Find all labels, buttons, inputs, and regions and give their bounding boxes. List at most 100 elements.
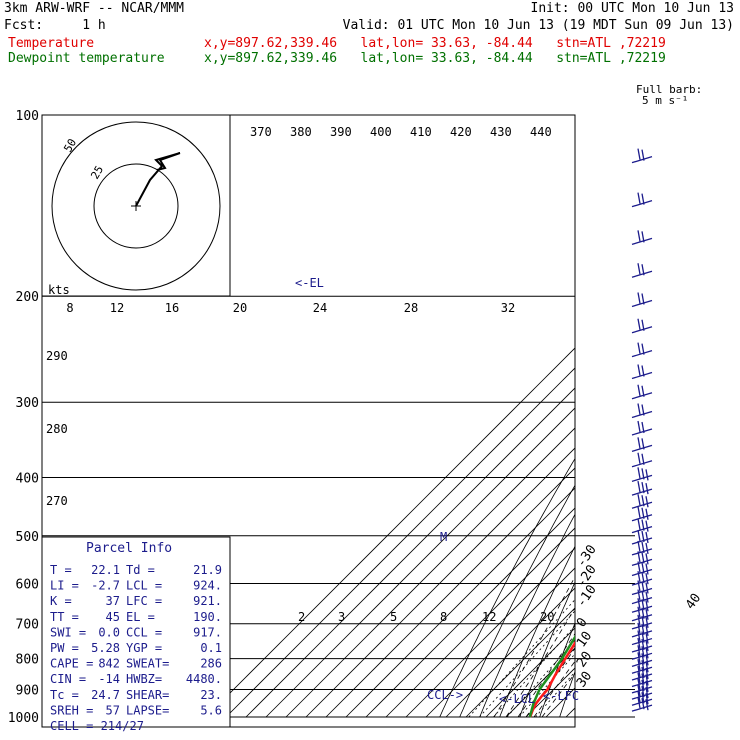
barb-flag [637,598,641,610]
hodograph-ring [51,121,221,291]
isotherm-label-right: 30 [574,669,595,690]
barb-flag [637,678,641,691]
barb-flag [637,529,641,542]
barb-shaft [631,371,653,380]
temperature-line [529,640,575,718]
barb-flag [641,666,645,679]
hodograph-units: kts [48,283,70,297]
barb-flag [641,293,645,305]
barb-flag [645,600,649,612]
barb-flag [637,506,641,518]
barb-shaft [631,474,653,482]
pressure-tick-label: 800 [16,653,39,668]
moist-adiabat [525,647,575,718]
wind-barbs: Full barb:5 m s⁻¹ [631,83,702,712]
mixing-ratio-label: 2 [298,610,305,624]
barb-flag [641,552,645,564]
isotherm-line [285,427,575,718]
barb-flag [641,590,645,602]
barb-shaft [631,428,653,436]
parcel-value: 190. [193,610,222,624]
wind-barb [631,437,653,452]
hodograph: 25 50 kts 8 12 16 20 24 28 32 [41,114,515,315]
barb-flag [641,482,645,494]
dry-adiabat [700,115,740,717]
barb-flag [641,193,645,205]
barb-shaft [631,460,653,468]
barb-flag [641,530,645,543]
parcel-title: Parcel Info [86,541,172,556]
barb-flag [641,638,645,651]
parcel-label: CIN = [50,672,86,686]
parcel-value: 4480. [186,672,222,686]
parcel-value: -14 [98,672,120,686]
barb-flag [637,263,641,275]
parcel-value: 924. [193,579,222,593]
barb-flag [637,672,641,684]
pressure-tick-label: 1000 [8,711,39,726]
parcel-value: 45 [106,610,120,624]
barb-flag [641,541,645,554]
parcel-value: 57 [106,703,120,717]
theta-label-top: 440 [530,125,552,139]
isotherm-line [265,407,575,718]
barb-flag [641,653,645,665]
parcel-value: 23. [200,688,222,702]
parcel-label: SHEAR= [126,688,169,702]
parcel-frame [41,536,231,728]
model-title: 3km ARW-WRF -- NCAR/MMM [4,1,185,16]
mixing-ratio-label: 3 [338,610,345,624]
barb-flag [641,507,645,519]
parcel-info-box: Parcel Info T = 22.1 Td = 21.9 LI = -2.7 LCL = 9… [41,536,231,733]
barb-flag [641,660,645,672]
barb-flag [637,571,641,583]
wind-barb [631,452,653,468]
barb-flag [637,614,641,627]
barb-flag [645,496,649,508]
parcel-value: 0.0 [98,625,120,639]
barb-flag [645,531,649,544]
dry-adiabat [519,581,575,718]
wind-barb [631,292,653,308]
parcel-label: YGP = [126,641,162,655]
isotherm-line [325,467,575,718]
parcel-label: TT = [50,610,79,624]
wind-barb [631,685,653,700]
hodograph-ring-label: 25 [88,164,106,182]
barb-flag [641,692,645,704]
barb-flag [637,622,641,634]
barb-flag [645,573,649,585]
barb-flag [641,581,645,593]
isotherm-line [205,347,575,718]
dry-adiabat [559,670,575,718]
wind-barb [631,230,653,245]
barb-shaft [631,488,653,496]
parcel-value: 5.6 [200,703,222,717]
hodograph-axis-label: 24 [313,301,327,315]
wind-barb [631,192,653,208]
barb-flag [637,467,641,479]
barb-shaft [631,326,653,334]
wind-barb [631,148,653,164]
barb-flag [641,385,645,397]
barb-shaft [631,501,653,509]
barb-flag [641,319,645,331]
parcel-label: K = [50,594,72,608]
barb-flag [645,699,649,711]
barb-flag [637,148,641,160]
dry-adiabat [499,545,575,718]
hodograph-axis-label: 16 [165,301,179,315]
dry-adiabat [720,115,740,717]
parcel-value: 0.1 [200,641,222,655]
wind-barb [631,403,653,419]
barb-flag [637,665,641,678]
barb-flag [641,607,645,619]
isotherm-label-right: 40 [683,591,704,612]
barb-flag [637,342,641,354]
parcel-label: SREH = [50,703,93,717]
isotherm-line [465,607,575,718]
barb-flag [637,384,641,396]
barb-flag [637,230,641,242]
parcel-value: 22.1 [91,563,120,577]
